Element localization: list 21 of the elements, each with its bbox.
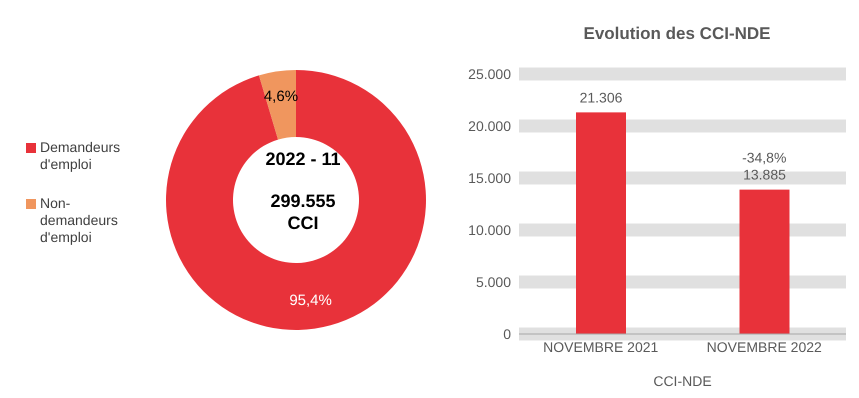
annotation: -34,8% — [742, 150, 786, 166]
y-tick-label: 15.000 — [468, 170, 512, 186]
x-axis-title: CCI-NDE — [653, 373, 712, 389]
text: 299.555 CCI — [269, 190, 337, 234]
donut-slice — [166, 70, 426, 330]
y-tick-label: 10.000 — [468, 222, 512, 238]
x-tick-label: NOVEMBRE 2021 — [543, 338, 659, 355]
y-tick-label: 25.000 — [468, 66, 512, 82]
text: 2022 - 11 — [264, 148, 342, 170]
y-tick-label: 20.000 — [468, 118, 512, 134]
x-tick-label: NOVEMBRE 2022 — [706, 338, 822, 355]
legend-label: Demandeurs d'emploi — [40, 138, 122, 172]
data-label: 95,4% — [289, 292, 332, 309]
donut-slice — [258, 70, 296, 140]
data-label: 13.885 — [743, 166, 786, 183]
y-tick-label: 5.000 — [476, 274, 512, 290]
data-label: 21.306 — [580, 89, 623, 106]
data-label: 4,6% — [264, 88, 298, 106]
chart-title: Evolution des CCI-NDE — [582, 24, 772, 44]
legend-label: Non-demandeurs d'emploi — [40, 194, 119, 246]
y-tick-label: 0 — [503, 326, 512, 342]
